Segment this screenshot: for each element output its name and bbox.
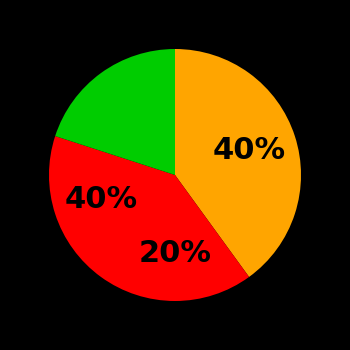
Wedge shape — [49, 136, 249, 301]
Text: 40%: 40% — [64, 185, 137, 214]
Wedge shape — [175, 49, 301, 277]
Wedge shape — [55, 49, 175, 175]
Text: 40%: 40% — [213, 136, 286, 165]
Text: 20%: 20% — [139, 239, 211, 268]
